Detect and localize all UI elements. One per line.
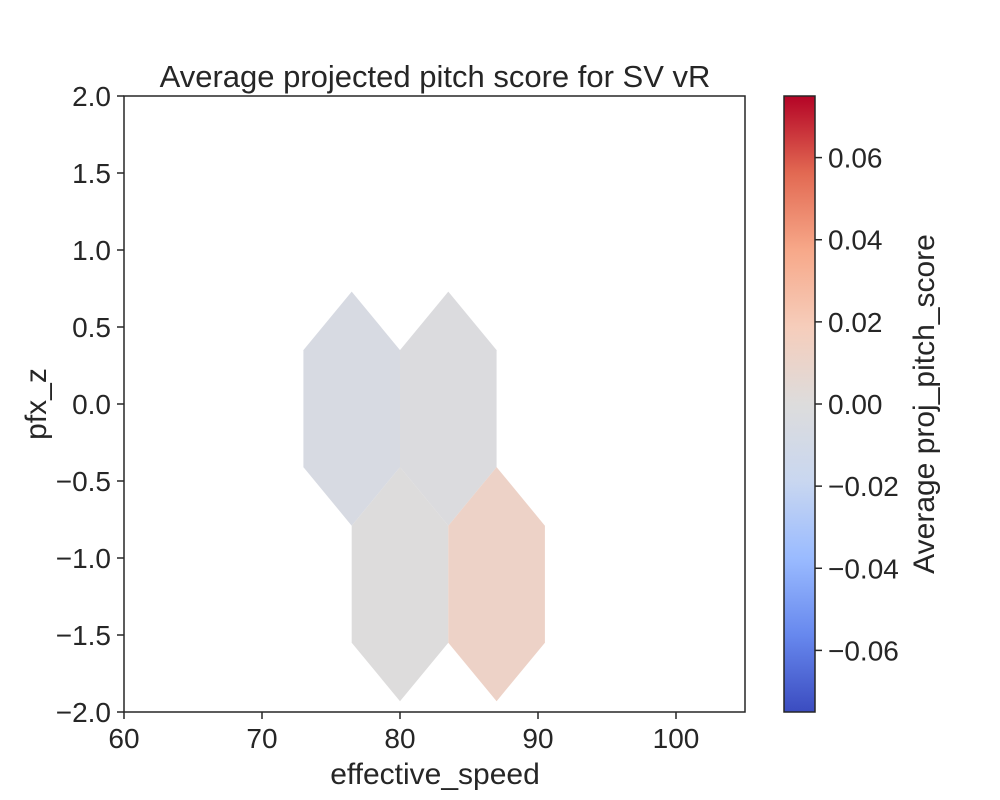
y-tick-label: −1.0 — [56, 543, 111, 574]
y-axis-title: pfx_z — [20, 368, 53, 440]
y-axis-ticks: 2.0 1.5 1.0 0.5 0.0 −0.5 −1.0 −1.5 −2.0 — [56, 81, 124, 728]
x-axis-title: effective_speed — [330, 758, 540, 791]
colorbar — [783, 95, 816, 713]
x-tick-label: 90 — [522, 723, 553, 754]
hexbin-cell — [303, 291, 400, 526]
x-tick-label: 60 — [108, 723, 139, 754]
hexbin-cells — [303, 291, 545, 702]
x-axis-ticks: 60 70 80 90 100 — [108, 712, 699, 754]
y-tick-label: 1.5 — [72, 158, 111, 189]
colorbar-tick-label: 0.06 — [828, 143, 883, 174]
colorbar-tick-label: 0.02 — [828, 307, 883, 338]
colorbar-ticks: 0.06 0.04 0.02 0.00 −0.02 −0.04 −0.06 — [815, 143, 899, 666]
y-tick-label: 0.5 — [72, 312, 111, 343]
y-tick-label: 1.0 — [72, 235, 111, 266]
x-tick-label: 100 — [653, 723, 700, 754]
y-tick-label: 0.0 — [72, 389, 111, 420]
colorbar-tick-label: 0.00 — [828, 389, 883, 420]
colorbar-tick-label: −0.06 — [828, 635, 899, 666]
x-tick-label: 70 — [246, 723, 277, 754]
colorbar-label: Average proj_pitch_score — [908, 234, 941, 574]
hexbin-cell — [448, 467, 545, 702]
y-tick-label: 2.0 — [72, 81, 111, 112]
y-tick-label: −2.0 — [56, 697, 111, 728]
colorbar-tick-label: 0.04 — [828, 225, 883, 256]
y-tick-label: −1.5 — [56, 620, 111, 651]
y-tick-label: −0.5 — [56, 466, 111, 497]
colorbar-tick-label: −0.02 — [828, 471, 899, 502]
chart-title: Average projected pitch score for SV vR — [160, 59, 711, 94]
hexbin-cell — [351, 467, 449, 702]
colorbar-tick-label: −0.04 — [828, 553, 899, 584]
hexbin-cell — [400, 291, 497, 526]
x-tick-label: 80 — [384, 723, 415, 754]
